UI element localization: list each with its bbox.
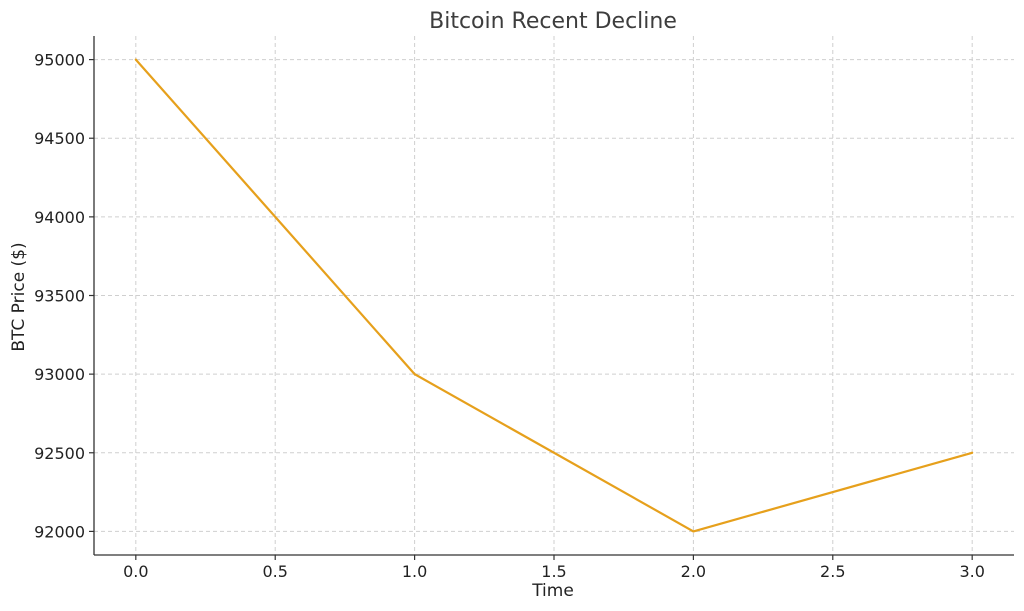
y-tick-label: 92500 [34,444,85,463]
x-tick-label: 2.0 [681,562,706,581]
y-tick-label: 94500 [34,129,85,148]
data-point [413,373,416,376]
data-point [971,451,974,454]
y-tick-label: 94000 [34,208,85,227]
y-tick-label: 92000 [34,522,85,541]
y-tick-label: 93000 [34,365,85,384]
x-tick-label: 1.0 [402,562,427,581]
grid [94,36,1014,555]
x-tick-label: 1.5 [541,562,566,581]
x-tick-label: 3.0 [959,562,984,581]
series-line [134,58,973,533]
x-axis-label: Time [531,581,574,601]
y-axis-label: BTC Price ($) [9,242,29,351]
chart-title: Bitcoin Recent Decline [429,9,677,34]
x-tick-label: 0.0 [123,562,148,581]
x-tick-label: 0.5 [262,562,287,581]
data-point [134,58,137,61]
series-layer [134,58,974,533]
y-tick-label: 93500 [34,287,85,306]
x-tick-label: 2.5 [820,562,845,581]
y-tick-label: 95000 [34,51,85,70]
ticks: 0.0 0.5 1.0 1.5 2.0 2.5 3.0 92000 92500 93000 9350… [34,51,985,581]
data-point [692,530,695,533]
